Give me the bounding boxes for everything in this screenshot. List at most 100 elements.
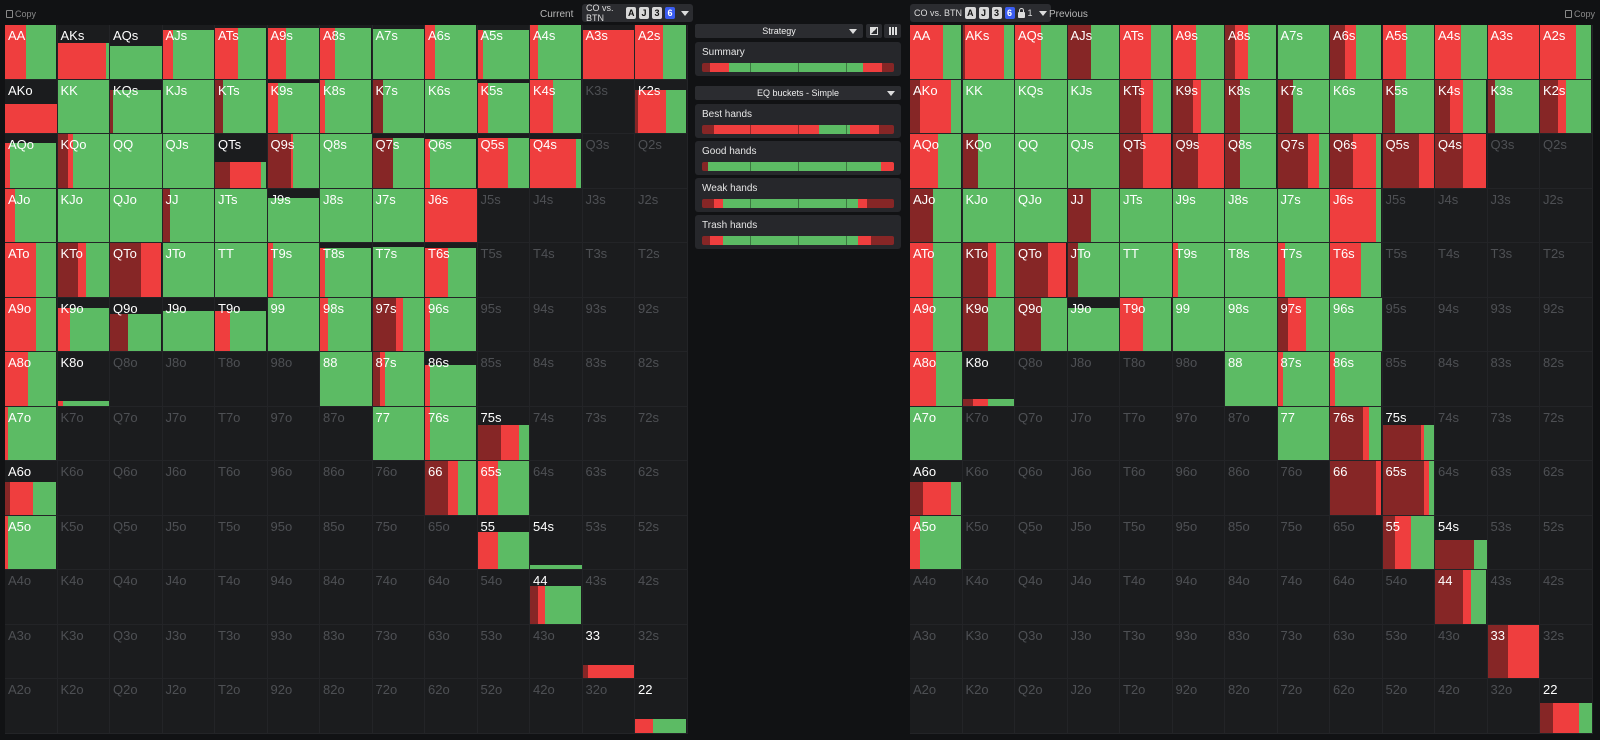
weak-hands-section[interactable]: Weak hands [695, 178, 901, 212]
hand-cell[interactable]: T8o [1120, 352, 1173, 407]
hand-cell[interactable]: 76s [425, 406, 478, 461]
hand-cell[interactable]: JTs [215, 188, 268, 243]
hand-cell[interactable]: 82o [320, 679, 373, 734]
hand-cell[interactable]: 93s [1487, 297, 1540, 352]
hand-cell[interactable]: Q5o [1015, 515, 1068, 570]
hand-cell[interactable]: Q8o [1015, 352, 1068, 407]
hand-cell[interactable]: K7s [372, 79, 425, 134]
hand-cell[interactable]: Q3s [582, 134, 635, 189]
hand-cell[interactable]: 63o [1330, 624, 1383, 679]
hand-cell[interactable]: 76o [372, 461, 425, 516]
hand-cell[interactable]: Q9o [110, 297, 163, 352]
hand-cell[interactable]: 93s [582, 297, 635, 352]
hand-cell[interactable]: T3o [1120, 624, 1173, 679]
hand-cell[interactable]: QQ [110, 134, 163, 189]
hand-cell[interactable]: Q4o [110, 570, 163, 625]
hand-cell[interactable]: 86s [1330, 352, 1383, 407]
hand-cell[interactable]: J8o [1067, 352, 1120, 407]
hand-cell[interactable]: 43s [582, 570, 635, 625]
hand-cell[interactable]: 43o [530, 624, 583, 679]
hand-cell[interactable]: A9s [1172, 25, 1225, 80]
hand-cell[interactable]: J5o [1067, 515, 1120, 570]
hand-cell[interactable]: 77 [1277, 406, 1330, 461]
hand-cell[interactable]: J7o [162, 406, 215, 461]
hand-cell[interactable]: 98s [320, 297, 373, 352]
right-spot-select[interactable]: CO vs. BTN A J 3 6 1 [910, 4, 1051, 22]
hand-cell[interactable]: T2s [1540, 243, 1593, 298]
hand-cell[interactable]: Q7s [1277, 134, 1330, 189]
hand-cell[interactable]: AQo [910, 134, 963, 189]
hand-cell[interactable]: 87o [320, 406, 373, 461]
hand-cell[interactable]: K6o [962, 461, 1015, 516]
hand-cell[interactable]: Q9s [1172, 134, 1225, 189]
best-hands-section[interactable]: Best hands [695, 104, 901, 138]
hand-cell[interactable]: KJo [962, 188, 1015, 243]
hand-cell[interactable]: QJs [1067, 134, 1120, 189]
left-copy-button[interactable]: Copy [6, 6, 36, 22]
hand-cell[interactable]: A7o [5, 406, 58, 461]
hand-cell[interactable]: KQo [57, 134, 110, 189]
hand-cell[interactable]: 86s [425, 352, 478, 407]
hand-cell[interactable]: 72o [1277, 679, 1330, 734]
hand-cell[interactable]: K3s [582, 79, 635, 134]
hand-cell[interactable]: AJs [162, 25, 215, 80]
hand-cell[interactable]: T9o [215, 297, 268, 352]
hand-cell[interactable]: 65o [425, 515, 478, 570]
hand-cell[interactable]: J2s [1540, 188, 1593, 243]
hand-cell[interactable]: 96o [267, 461, 320, 516]
hand-cell[interactable]: A5o [5, 515, 58, 570]
hand-cell[interactable]: 76s [1330, 406, 1383, 461]
hand-cell[interactable]: Q9s [267, 134, 320, 189]
hand-cell[interactable]: QJo [1015, 188, 1068, 243]
hand-cell[interactable]: 44 [1435, 570, 1488, 625]
hand-cell[interactable]: TT [1120, 243, 1173, 298]
hand-cell[interactable]: JTs [1120, 188, 1173, 243]
hand-cell[interactable]: 63o [425, 624, 478, 679]
hand-cell[interactable]: 53o [1382, 624, 1435, 679]
hand-cell[interactable]: J8o [162, 352, 215, 407]
hand-cell[interactable]: 95o [267, 515, 320, 570]
hand-cell[interactable]: J8s [320, 188, 373, 243]
hand-cell[interactable]: A9o [5, 297, 58, 352]
hand-cell[interactable]: 87s [372, 352, 425, 407]
hand-cell[interactable]: J4s [1435, 188, 1488, 243]
hand-cell[interactable]: QJo [110, 188, 163, 243]
hand-cell[interactable]: 95o [1172, 515, 1225, 570]
hand-cell[interactable]: A9s [267, 25, 320, 80]
hand-cell[interactable]: AKs [57, 25, 110, 80]
hand-cell[interactable]: A5s [477, 25, 530, 80]
hand-cell[interactable]: 64o [425, 570, 478, 625]
hand-cell[interactable]: 97o [267, 406, 320, 461]
hand-cell[interactable]: Q2o [1015, 679, 1068, 734]
hand-cell[interactable]: Q6s [1330, 134, 1383, 189]
hand-cell[interactable]: Q7s [372, 134, 425, 189]
hand-cell[interactable]: J6o [162, 461, 215, 516]
hand-cell[interactable]: 53s [582, 515, 635, 570]
hand-cell[interactable]: J2o [1067, 679, 1120, 734]
hand-cell[interactable]: Q5s [477, 134, 530, 189]
hand-cell[interactable]: 87s [1277, 352, 1330, 407]
hand-cell[interactable]: KJs [1067, 79, 1120, 134]
hand-cell[interactable]: A6o [910, 461, 963, 516]
hand-cell[interactable]: J9s [267, 188, 320, 243]
right-copy-button[interactable]: Copy [1565, 6, 1595, 22]
hand-cell[interactable]: ATs [1120, 25, 1173, 80]
hand-cell[interactable]: J8s [1225, 188, 1278, 243]
hand-cell[interactable]: Q2s [1540, 134, 1593, 189]
hand-cell[interactable]: 82s [635, 352, 688, 407]
hand-cell[interactable]: 33 [1487, 624, 1540, 679]
hand-cell[interactable]: K8s [1225, 79, 1278, 134]
hand-cell[interactable]: AKo [910, 79, 963, 134]
grid-view-button[interactable] [884, 24, 901, 38]
hand-cell[interactable]: AJo [910, 188, 963, 243]
hand-cell[interactable]: 94s [530, 297, 583, 352]
hand-cell[interactable]: A9o [910, 297, 963, 352]
hand-cell[interactable]: 99 [1172, 297, 1225, 352]
hand-cell[interactable]: K4o [962, 570, 1015, 625]
hand-cell[interactable]: KTs [215, 79, 268, 134]
hand-cell[interactable]: 54s [530, 515, 583, 570]
hand-cell[interactable]: 82s [1540, 352, 1593, 407]
hand-cell[interactable]: T3o [215, 624, 268, 679]
hand-cell[interactable]: Q7o [110, 406, 163, 461]
hand-cell[interactable]: 72o [372, 679, 425, 734]
